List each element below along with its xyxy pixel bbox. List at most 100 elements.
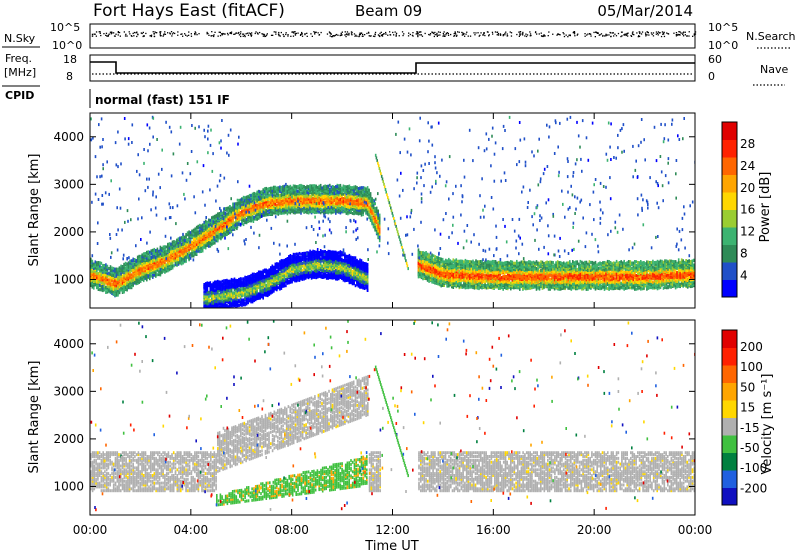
power-cell [309, 189, 311, 193]
nsky-point [172, 32, 175, 34]
station-title: Fort Hays East (fitACF) [93, 1, 285, 21]
nsky-point [206, 31, 208, 34]
power-cell [109, 269, 112, 272]
nsky-point [328, 31, 331, 33]
power-cell [333, 185, 336, 189]
power-cell [198, 225, 201, 229]
power-cell [146, 253, 148, 257]
nsky-point [454, 32, 456, 34]
power-cell [336, 192, 339, 196]
power-cell [182, 238, 184, 242]
power-cell [162, 261, 165, 265]
power-cell [218, 236, 221, 240]
power-cell [341, 198, 343, 201]
nsky-point [150, 35, 153, 38]
power-cell [356, 186, 358, 189]
power-cell [315, 209, 317, 213]
power-cell [127, 261, 130, 265]
power-cell [139, 267, 142, 271]
nsky-point [359, 32, 361, 34]
power-cell [338, 205, 340, 209]
power-cell [368, 205, 370, 209]
power-cell [325, 209, 328, 213]
power-cell [351, 196, 354, 200]
power-cell [344, 185, 346, 189]
power-cell [263, 210, 266, 214]
nsky-point [463, 33, 465, 35]
power-cell [168, 262, 171, 266]
power-cell [142, 274, 145, 278]
power-cell [226, 206, 228, 210]
power-cell [335, 208, 337, 212]
power-cell [259, 190, 261, 194]
power-cell [423, 262, 426, 266]
power-cell [273, 188, 275, 192]
power-cell [195, 227, 198, 231]
power-cell [244, 215, 246, 219]
power-cell [339, 201, 342, 205]
power-cell [300, 207, 302, 211]
nsky-point [613, 35, 615, 37]
power-cell [198, 250, 201, 254]
power-cell [124, 273, 127, 277]
power-cell [173, 254, 175, 258]
power-cell [97, 279, 100, 283]
power-cell [417, 248, 420, 252]
power-cell [304, 186, 307, 189]
power-cell [248, 205, 251, 208]
power-cell [245, 220, 248, 224]
power-cell [360, 201, 363, 205]
nsky-point [655, 31, 658, 33]
power-cell [150, 271, 153, 275]
nsky-point [136, 35, 138, 38]
power-cell [159, 267, 162, 271]
power-cell [132, 259, 134, 263]
power-cell [417, 275, 420, 279]
power-cell [208, 240, 210, 244]
power-cell [285, 194, 287, 198]
nsky-point [568, 34, 570, 36]
power-cell [300, 202, 302, 206]
power-cell [327, 184, 330, 188]
power-cell [233, 202, 236, 206]
nsky-point [659, 32, 661, 34]
power-cell [368, 201, 370, 205]
power-cell [279, 199, 281, 203]
power-cell [232, 225, 234, 229]
power-cell [218, 216, 221, 220]
power-cell [377, 218, 379, 222]
nsky-point [381, 34, 383, 36]
power-cell [329, 199, 331, 203]
power-cell [342, 197, 345, 200]
power-cell [377, 216, 379, 220]
nsky-point [458, 31, 460, 33]
power-cell [106, 288, 109, 291]
power-cell [115, 276, 118, 280]
nsky-point [266, 33, 268, 35]
nsky-point [624, 33, 626, 35]
nsearch-tick-top: 10^5 [708, 21, 738, 34]
power-cell [300, 191, 302, 195]
nsky-point [683, 31, 685, 33]
nsky-point [584, 35, 586, 37]
nsky-point [135, 32, 137, 34]
power-cell [247, 203, 249, 207]
nsky-point [335, 33, 338, 36]
power-cell [91, 278, 94, 282]
power-cell [363, 203, 366, 207]
power-cell [147, 274, 150, 278]
power-cell [324, 200, 326, 204]
nsky-point [558, 33, 560, 36]
nsky-point [416, 33, 418, 35]
power-cell [192, 237, 195, 241]
nsky-point [428, 33, 430, 36]
power-cell [333, 188, 336, 192]
power-cell [257, 203, 260, 207]
power-cell [117, 293, 119, 297]
power-cell [312, 198, 314, 202]
power-cell [360, 194, 363, 198]
power-cell [138, 258, 140, 262]
power-cell [347, 212, 349, 216]
power-cell [215, 231, 218, 235]
